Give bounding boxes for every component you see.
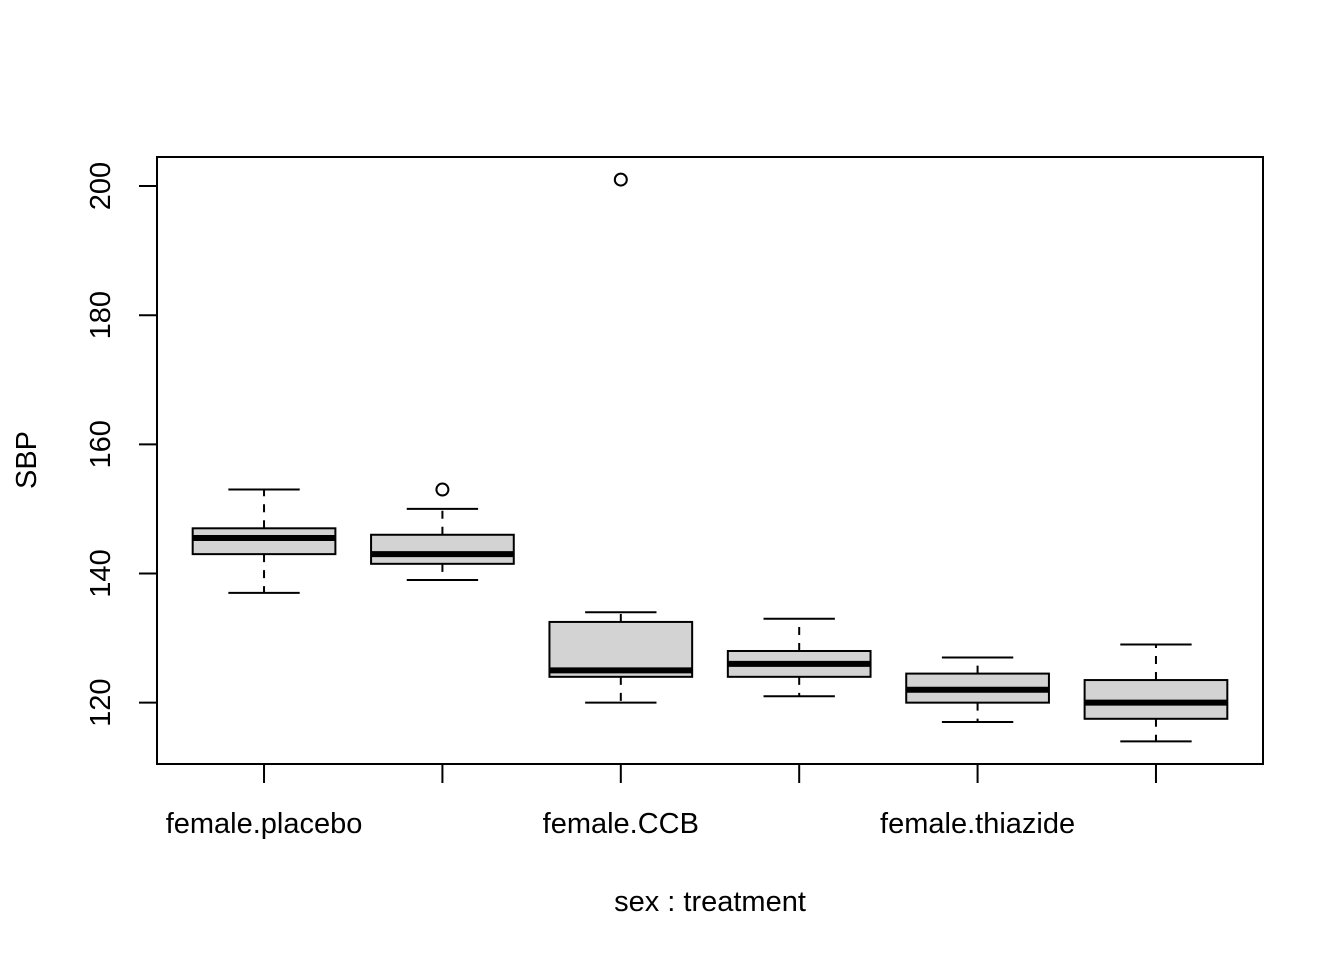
y-axis-label: SBP [11,431,43,489]
iqr-box [191,527,337,556]
x-tick-label: female.thiazide [880,808,1075,840]
box-group-4 [726,617,872,698]
y-tick-label: 120 [85,678,117,726]
box-group-1 [191,488,337,594]
y-tick-label: 160 [85,420,117,468]
iqr-box [1083,679,1229,720]
y-axis: 120 140 160 180 200 [85,162,158,727]
y-tick-label: 180 [85,291,117,339]
boxes-layer [191,172,1229,743]
box-group-6 [1083,643,1229,743]
box-group-2 [370,482,515,581]
y-tick-label: 140 [85,549,117,597]
box-group-5 [905,656,1050,724]
iqr-box [370,533,515,565]
outlier-point [613,172,628,187]
y-tick-label: 200 [85,162,117,210]
outlier-point [435,482,450,497]
x-axis-label: sex : treatment [614,886,806,918]
x-tick-label: female.CCB [543,808,699,840]
box-group-3 [548,172,694,704]
x-axis: female.placebo female.CCB female.thiazide [166,764,1157,840]
x-tick-label: female.placebo [166,808,363,840]
